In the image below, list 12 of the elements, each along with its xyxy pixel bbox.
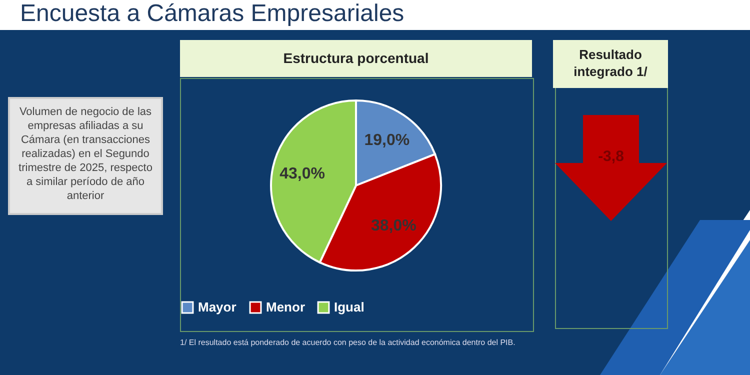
data-label: 43,0% xyxy=(280,166,326,182)
chart-title: Encuesta a Cámaras Empresariales xyxy=(20,0,404,28)
chart-subtitle: Estructura porcentual xyxy=(180,40,532,77)
text: 1/ El resultado está ponderado de acuerdo con peso de la actividad económica dentro del PIB. xyxy=(180,338,516,347)
legend-label: Mayor xyxy=(198,300,236,315)
legend-label: Igual xyxy=(334,300,364,315)
text: Resultado integrado 1/ xyxy=(553,40,668,88)
data-label: 38,0% xyxy=(370,218,416,235)
legend-label: Menor xyxy=(266,300,305,315)
text: -3,8 xyxy=(597,148,625,165)
data-label: 19,0% xyxy=(364,132,410,150)
text: Volumen de negocio de las empresas afiliadas a su Cámara (en transacciones realizadas) en el Segundo trimestre de 2025, respecto a similar período de año anterior xyxy=(8,97,163,215)
